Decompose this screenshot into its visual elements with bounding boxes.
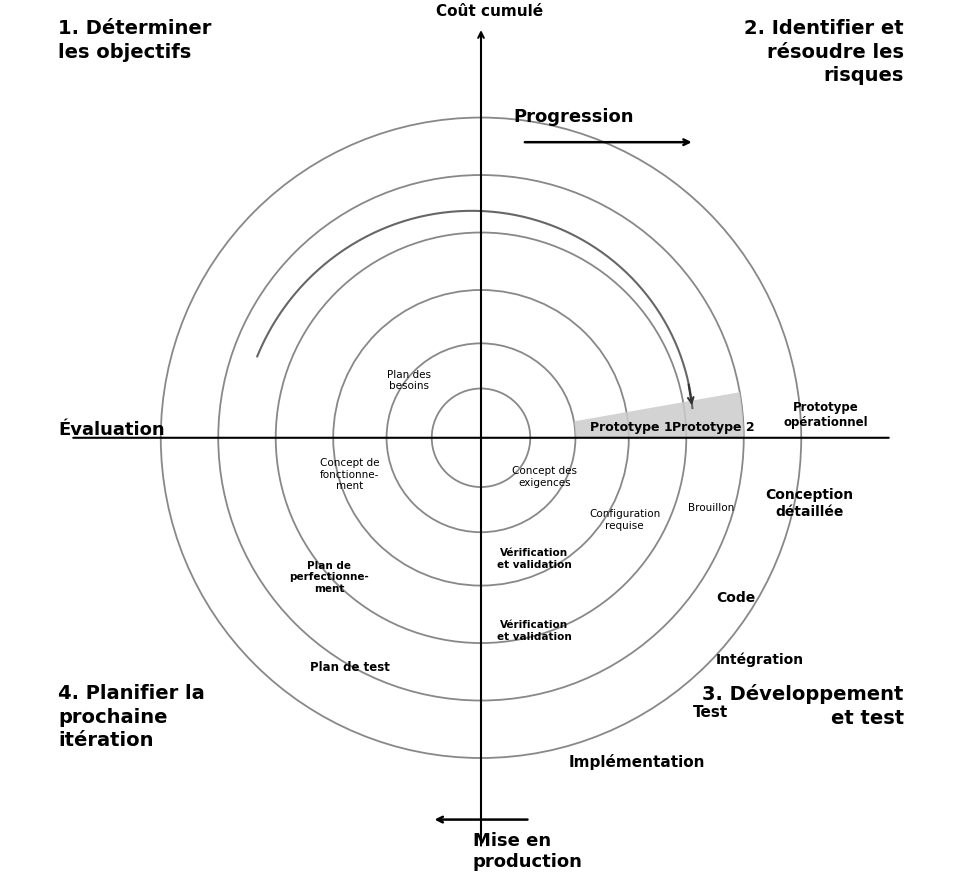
Text: Implémentation: Implémentation [568, 754, 704, 770]
Text: Plan de test: Plan de test [309, 661, 389, 674]
Text: Concept de
fonctionne-
ment: Concept de fonctionne- ment [320, 458, 379, 491]
Text: Coût cumulé: Coût cumulé [435, 4, 542, 19]
Polygon shape [574, 392, 743, 437]
Text: Vérification
et validation: Vérification et validation [497, 620, 571, 642]
Text: Prototype
opérationnel: Prototype opérationnel [782, 401, 867, 429]
Text: Intégration: Intégration [715, 652, 803, 667]
Text: Évaluation: Évaluation [58, 421, 164, 438]
Text: 2. Identifier et
résoudre les
risques: 2. Identifier et résoudre les risques [744, 19, 903, 85]
Text: Test: Test [693, 706, 727, 721]
Text: Brouillon: Brouillon [687, 502, 733, 512]
Text: Progression: Progression [513, 107, 633, 126]
Text: Vérification
et validation: Vérification et validation [497, 548, 571, 569]
Text: Conception
détaillée: Conception détaillée [765, 488, 852, 518]
Text: Code: Code [715, 590, 754, 605]
Text: Concept des
exigences: Concept des exigences [511, 466, 577, 488]
Text: 3. Développement
et test: 3. Développement et test [702, 684, 903, 728]
Text: Prototype 2: Prototype 2 [671, 421, 753, 434]
Text: 1. Déterminer
les objectifs: 1. Déterminer les objectifs [58, 19, 211, 62]
Text: Plan des
besoins: Plan des besoins [386, 370, 431, 391]
Text: Plan de
perfectionne-
ment: Plan de perfectionne- ment [289, 561, 369, 594]
Text: Configuration
requise: Configuration requise [588, 510, 659, 531]
Text: Mise en
production: Mise en production [472, 832, 582, 870]
Text: 4. Planifier la
prochaine
itération: 4. Planifier la prochaine itération [58, 684, 205, 750]
Text: Prototype 1: Prototype 1 [589, 421, 672, 434]
